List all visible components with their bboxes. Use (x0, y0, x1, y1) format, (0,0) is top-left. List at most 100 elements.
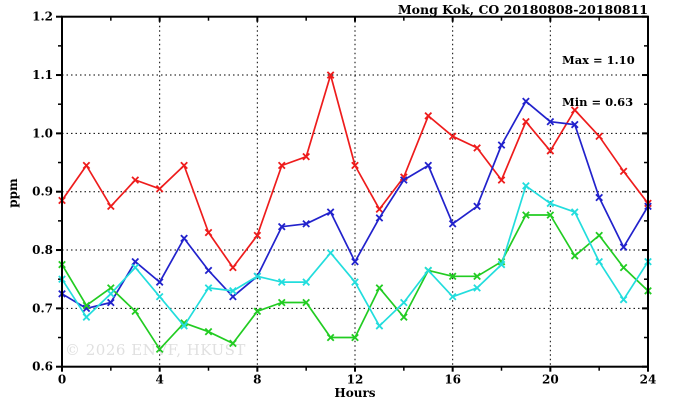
series-green-marker (595, 231, 604, 240)
series-red-marker (131, 176, 140, 184)
series-blue-marker (497, 141, 506, 149)
series-green-marker (229, 339, 237, 348)
series-blue-marker (180, 234, 188, 243)
y-tick-label: 0.8 (32, 243, 53, 257)
x-tick-label: 12 (347, 373, 364, 387)
series-red-marker (448, 132, 457, 141)
series-red-marker (473, 144, 481, 152)
series-green-marker (522, 211, 530, 219)
series-green-marker (546, 211, 555, 219)
x-tick-label: 4 (155, 373, 163, 387)
series-cyan-marker (546, 199, 555, 208)
x-axis-label: Hours (334, 386, 376, 400)
plot-border (61, 15, 649, 368)
series-blue-marker (351, 257, 359, 266)
series-red-marker (106, 202, 115, 211)
series-blue-marker (204, 266, 213, 275)
series-green-marker (570, 252, 579, 260)
series-blue-marker (448, 219, 457, 228)
min-value-label: Min = 0.63 (562, 95, 634, 109)
x-tick-label: 0 (58, 373, 66, 387)
series-green-marker (351, 333, 359, 342)
series-cyan-marker (424, 266, 433, 275)
series-blue-marker (399, 176, 408, 184)
series-green-marker (326, 333, 335, 342)
series-blue-marker (131, 257, 140, 266)
series-cyan-marker (351, 278, 359, 286)
y-tick-label: 0.9 (32, 185, 53, 199)
series-red-marker (253, 231, 262, 240)
series-blue-marker (473, 202, 481, 211)
series-red-marker (82, 161, 91, 170)
series-blue-marker (229, 292, 237, 301)
series-red-marker (595, 132, 604, 141)
series-cyan-marker (131, 263, 140, 272)
series-blue-marker (522, 97, 530, 106)
series-green-marker (473, 272, 481, 281)
y-tick-label: 1.2 (32, 10, 53, 24)
series-blue-marker (326, 208, 335, 216)
series-green-marker (619, 263, 628, 272)
series-red-marker (351, 161, 359, 170)
y-tick-label: 1.1 (32, 68, 53, 82)
series-green-marker (302, 298, 311, 307)
series-red-marker (302, 152, 311, 161)
series-cyan-marker (180, 322, 188, 330)
series-red-marker (277, 161, 286, 170)
series-blue-line (61, 100, 649, 310)
watermark: © 2026 ENVF, HKUST (65, 341, 246, 359)
series-blue-marker (570, 120, 579, 129)
series-red-marker (522, 117, 530, 126)
series-blue-marker (106, 298, 115, 307)
series-red-marker (204, 228, 213, 237)
series-cyan-marker (106, 289, 115, 298)
series-blue-marker (155, 278, 164, 286)
series-red-marker (155, 184, 164, 193)
series-cyan-marker (497, 260, 506, 269)
x-tick-label: 24 (640, 373, 657, 387)
series-cyan-marker (253, 272, 262, 281)
series-green-marker (180, 319, 188, 327)
series-red-marker (497, 176, 506, 184)
series-blue-marker (424, 161, 433, 170)
series-blue-marker (302, 219, 311, 228)
max-min-annotation: Max = 1.10 Min = 0.63 (562, 25, 635, 137)
series-blue-marker (619, 243, 628, 251)
series-green-marker (82, 301, 91, 310)
series-cyan-marker (155, 292, 164, 301)
series-blue-marker (546, 117, 555, 126)
series-blue-marker (277, 222, 286, 231)
chart-title: Mong Kok, CO 20180808-20180811 (397, 2, 648, 17)
x-tick-label: 8 (253, 373, 261, 387)
series-cyan-marker (82, 313, 91, 321)
series-green-marker (375, 284, 384, 292)
y-tick-label: 0.6 (32, 360, 53, 374)
max-value-label: Max = 1.10 (562, 53, 635, 67)
series-green-marker (253, 307, 262, 316)
series-cyan-marker (326, 249, 335, 257)
series-cyan-marker (277, 278, 286, 286)
series-cyan-marker (570, 208, 579, 216)
series-cyan-marker (302, 278, 311, 286)
series-green-marker (277, 298, 286, 307)
series-cyan-marker (448, 292, 457, 301)
y-axis-label: ppm (6, 178, 20, 208)
series-red-marker (229, 263, 237, 272)
series-red-marker (424, 112, 433, 120)
series-red-marker (546, 147, 555, 155)
series-green-marker (448, 272, 457, 281)
series-green-marker (155, 345, 164, 354)
series-blue-marker (375, 214, 384, 222)
series-red-marker (375, 205, 384, 214)
series-blue-marker (82, 304, 91, 313)
series-cyan-marker (522, 182, 530, 190)
series-green-marker (106, 284, 115, 292)
series-cyan-marker (204, 284, 213, 292)
series-blue-marker (595, 193, 604, 202)
series-cyan-marker (595, 257, 604, 266)
x-tick-label: 16 (444, 373, 461, 387)
series-cyan-marker (375, 322, 384, 330)
series-cyan-marker (229, 287, 237, 295)
